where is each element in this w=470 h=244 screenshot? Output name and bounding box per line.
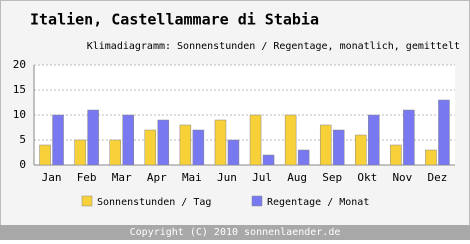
bar (214, 119, 227, 166)
bar (122, 114, 134, 166)
x-tick-label: Mai (182, 171, 202, 184)
y-tick-label: 5 (19, 133, 26, 146)
legend-swatch (251, 195, 263, 207)
x-tick-label: Jul (252, 171, 272, 184)
bar (144, 129, 157, 166)
bar (355, 134, 367, 166)
x-tick-label: Aug (287, 171, 307, 184)
y-tick-label: 10 (13, 108, 26, 121)
x-tick-label: Jan (42, 171, 62, 184)
footer-bar (0, 225, 470, 240)
bar (438, 99, 450, 166)
bar (227, 139, 240, 166)
x-tick-label: Nov (392, 171, 412, 184)
bar (368, 114, 380, 166)
bar (157, 119, 170, 166)
y-tick-label: 20 (13, 58, 26, 71)
y-tick-label: 0 (19, 158, 26, 171)
bar (403, 109, 415, 166)
x-tick-label: Sep (322, 171, 342, 184)
x-tick-label: Feb (77, 171, 97, 184)
x-tick-label: Okt (357, 171, 377, 184)
bar (39, 144, 51, 166)
bar (390, 144, 402, 166)
chart-title: Italien, Castellammare di Stabia (30, 11, 319, 29)
bar (262, 154, 275, 166)
bar (284, 114, 297, 166)
bar (52, 114, 64, 166)
bar (319, 124, 332, 166)
x-tick-label: Mar (112, 171, 132, 184)
chart-subtitle: Klimadiagramm: Sonnenstunden / Regentage… (87, 41, 460, 52)
legend-label: Regentage / Monat (267, 197, 369, 208)
footer: Copyright (C) 2010 sonnenlaender.de (130, 227, 341, 238)
bar (425, 149, 437, 166)
y-tick-label: 15 (13, 83, 26, 96)
bar (192, 129, 205, 166)
bar (179, 124, 192, 166)
bar (109, 139, 121, 166)
legend-label: Sonnenstunden / Tag (97, 197, 211, 208)
bar (297, 149, 310, 166)
x-tick-label: Dez (428, 171, 448, 184)
legend-swatch (81, 195, 93, 207)
bar (74, 139, 86, 166)
bar (332, 129, 345, 166)
bar (87, 109, 99, 166)
bar (249, 114, 262, 166)
x-tick-label: Apr (147, 171, 167, 184)
x-tick-label: Jun (217, 171, 237, 184)
plot-area (34, 65, 455, 165)
